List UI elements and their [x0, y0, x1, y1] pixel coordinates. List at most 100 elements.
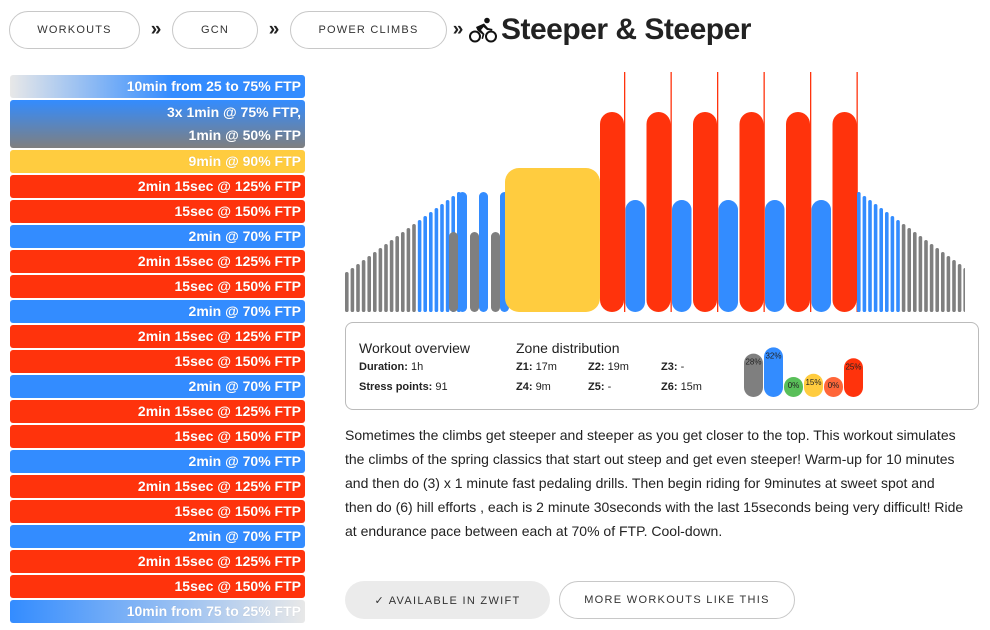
chart-ramp-bar — [868, 200, 872, 312]
breadcrumb-gcn[interactable]: GCN — [172, 11, 258, 49]
stress-label: Stress points: — [359, 381, 433, 393]
interval-label: 2min @ 70% FTP — [188, 378, 301, 394]
stress-value: 91 — [435, 381, 448, 393]
chart-recovery-bar — [470, 232, 479, 312]
breadcrumb-power-climbs[interactable]: POWER CLIMBS — [290, 11, 447, 49]
chart-ramp-bar — [929, 244, 934, 312]
interval-label: 10min from 25 to 75% FTP — [126, 78, 301, 94]
interval-label: 15sec @ 150% FTP — [174, 278, 302, 294]
interval-label: 3x 1min @ 75% FTP, — [166, 104, 301, 120]
chart-ramp-bar — [873, 204, 878, 312]
zone-distribution-label: 0% — [788, 381, 800, 390]
chart-ramp-bar — [434, 208, 439, 312]
page-title: Steeper & Steeper — [501, 13, 751, 46]
chart-ramp-bar — [879, 208, 883, 312]
zone-distribution-label: 25% — [845, 362, 861, 371]
interval-label: 9min @ 90% FTP — [188, 153, 301, 169]
chart-ramp-bar — [406, 228, 411, 312]
interval-label: 2min 15sec @ 125% FTP — [137, 328, 301, 344]
breadcrumb-separator: » — [150, 19, 162, 40]
workout-description: Sometimes the climbs get steeper and ste… — [345, 427, 964, 539]
interval-label: 1min @ 50% FTP — [188, 127, 301, 143]
interval-item: 2min @ 70% FTP — [10, 525, 305, 548]
interval-list: 10min from 25 to 75% FTP 3x 1min @ 75% FT… — [10, 75, 305, 625]
chart-ramp-bar — [857, 192, 861, 312]
interval-item: 15sec @ 150% FTP — [10, 425, 305, 448]
duration: Duration: 1h — [359, 361, 423, 373]
zone-z3: Z3: - — [661, 361, 685, 373]
chart-ramp-bar — [395, 236, 399, 312]
chart-peak-bar — [624, 72, 626, 312]
interval-item: 9min @ 90% FTP — [10, 150, 305, 173]
interval-label: 15sec @ 150% FTP — [174, 203, 302, 219]
chart-ramp-bar — [957, 264, 962, 312]
chart-ramp-bar — [350, 268, 355, 312]
interval-item: 10min from 25 to 75% FTP — [10, 75, 305, 98]
zone-distribution-bar — [824, 377, 843, 397]
interval-item: 2min 15sec @ 125% FTP — [10, 475, 305, 498]
interval-item: 15sec @ 150% FTP — [10, 500, 305, 523]
chart-ramp-bar — [373, 252, 377, 312]
chart-ramp-bar — [901, 224, 906, 312]
chart-ramp-bar — [345, 272, 349, 312]
interval-label: 2min 15sec @ 125% FTP — [137, 478, 301, 494]
zone-distribution-chart: 28% 32% 0% 15% 0% 25% — [744, 347, 863, 397]
overview-heading: Workout overview — [359, 340, 471, 356]
zone-z5: Z5: - — [588, 381, 612, 393]
chart-drill-bar — [479, 192, 488, 312]
chart-ramp-bar — [417, 220, 422, 312]
zone-distribution-heading: Zone distribution — [516, 340, 620, 356]
chart-ramp-bar — [896, 220, 900, 312]
chart-recovery-bar — [491, 232, 500, 312]
chart-endurance-bar — [672, 200, 692, 312]
chart-endurance-bar — [625, 200, 645, 312]
interval-label: 15sec @ 150% FTP — [174, 353, 302, 369]
interval-label: 2min @ 70% FTP — [188, 453, 301, 469]
chart-ramp-bar — [367, 256, 371, 312]
zone-distribution-label: 28% — [745, 358, 761, 367]
chart-ramp-bar — [412, 224, 416, 312]
chart-ramp-bar — [890, 216, 895, 312]
breadcrumb: WORKOUTS » GCN » POWER CLIMBS » Steeper … — [9, 11, 751, 49]
chart-effort-bar — [646, 112, 671, 312]
interval-label: 2min 15sec @ 125% FTP — [137, 178, 301, 194]
chart-ramp-bar — [429, 212, 433, 312]
interval-label: 15sec @ 150% FTP — [174, 578, 302, 594]
interval-item: 2min @ 70% FTP — [10, 225, 305, 248]
interval-item: 10min from 75 to 25% FTP — [10, 600, 305, 623]
chart-ramp-bar — [389, 240, 394, 312]
chart-ramp-bar — [378, 248, 383, 312]
interval-item: 15sec @ 150% FTP — [10, 200, 305, 223]
chart-ramp-bar — [423, 216, 427, 312]
chart-ramp-bar — [952, 260, 956, 312]
breadcrumb-workouts[interactable]: WORKOUTS — [9, 11, 140, 49]
chart-effort-bar — [693, 112, 717, 312]
chart-ramp-bar — [440, 204, 444, 312]
interval-item: 2min @ 70% FTP — [10, 375, 305, 398]
interval-item: 15sec @ 150% FTP — [10, 275, 305, 298]
chart-ramp-bar — [361, 260, 366, 312]
interval-label: 15sec @ 150% FTP — [174, 503, 302, 519]
chart-ramp-bar — [924, 240, 928, 312]
more-workouts-button[interactable]: MORE WORKOUTS LIKE THIS — [559, 581, 795, 619]
workout-overview: Workout overview Duration: 1h Stress poi… — [345, 322, 979, 410]
chart-ramp-bar — [941, 252, 945, 312]
zone-distribution-bar — [784, 377, 803, 397]
zone-z6: Z6: 15m — [661, 381, 702, 393]
chart-effort-bar — [832, 112, 857, 312]
zone-distribution-label: 32% — [765, 351, 781, 360]
chart-peak-bar — [856, 72, 858, 312]
zone-distribution-bar — [804, 373, 823, 397]
zone-z2: Z2: 19m — [588, 361, 629, 373]
chart-ramp-bar — [885, 212, 889, 312]
breadcrumb-separator: » — [268, 19, 280, 40]
chart-effort-bar — [786, 112, 810, 312]
chart-ramp-bar — [384, 244, 388, 312]
zone-distribution-label: 0% — [828, 381, 840, 390]
chart-endurance-bar — [718, 200, 738, 312]
chart-ramp-bar — [963, 268, 965, 312]
available-in-zwift-button[interactable]: ✓ AVAILABLE IN ZWIFT — [345, 581, 550, 619]
chart-ramp-bar — [946, 256, 951, 312]
zone-z1: Z1: 17m — [516, 361, 557, 373]
interval-label: 10min from 75 to 25% FTP — [126, 603, 301, 619]
